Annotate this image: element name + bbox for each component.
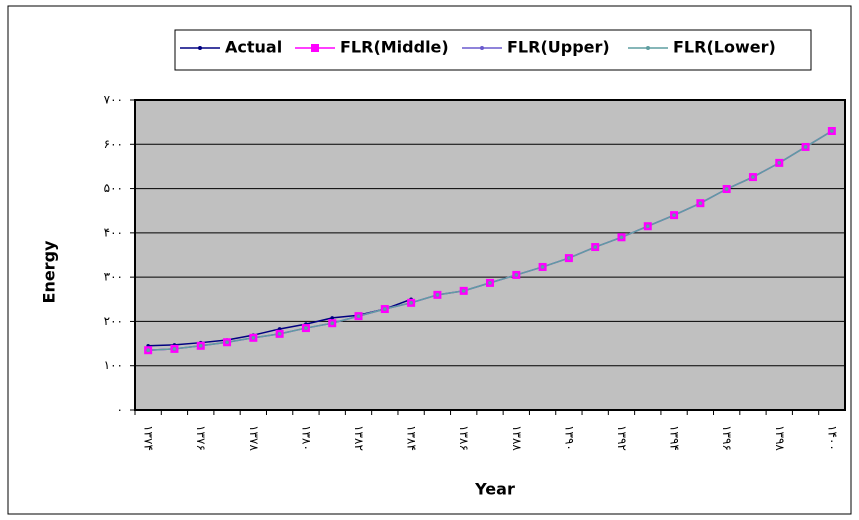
y-tick-label: ۷۰۰ <box>104 93 123 107</box>
marker <box>462 289 466 293</box>
marker <box>777 161 781 165</box>
chart: Energy Year ۰ ۱۰۰ ۲۰۰ ۳۰۰ ۴۰۰ ۵۰۰ ۶۰۰ ۷۰۰ ۱۳۷۴ ۱۳… <box>0 0 859 516</box>
x-tick-label: ۱۴۰۰ <box>825 425 839 451</box>
marker <box>541 265 545 269</box>
marker <box>330 321 334 325</box>
legend-label: FLR(Upper) <box>507 38 610 57</box>
page: {"chart_data": {"type": "line", "x_label… <box>0 0 859 520</box>
y-tick-label: ۳۰۰ <box>104 270 123 284</box>
marker <box>593 245 597 249</box>
marker <box>567 256 571 260</box>
marker <box>672 213 676 217</box>
marker <box>751 175 755 179</box>
y-tick-label: ۵۰۰ <box>104 181 123 195</box>
x-tick-label: ۱۳۸۶ <box>457 425 471 451</box>
marker <box>278 332 282 336</box>
marker <box>804 145 808 149</box>
x-tick-label: ۱۳۷۴ <box>142 425 156 451</box>
x-tick-label: ۱۳۸۰ <box>299 425 313 451</box>
marker <box>830 129 834 133</box>
x-tick-label: ۱۳۹۲ <box>615 425 629 451</box>
legend-marker <box>311 44 319 52</box>
legend-marker <box>198 46 202 50</box>
legend-marker <box>480 46 484 50</box>
x-tick-label: ۱۳۸۸ <box>510 425 524 451</box>
legend-label: Actual <box>225 38 282 57</box>
x-tick-label: ۱۳۹۸ <box>773 425 787 451</box>
marker <box>436 293 440 297</box>
legend-marker <box>646 46 650 50</box>
marker <box>383 307 387 311</box>
x-tick-label: ۱۳۹۴ <box>668 425 682 451</box>
marker <box>514 273 518 277</box>
marker <box>699 201 703 205</box>
x-tick-label: ۱۳۷۸ <box>247 425 261 451</box>
x-tick-label: ۱۳۸۲ <box>352 425 366 451</box>
x-tick-label: ۱۳۹۶ <box>720 425 734 451</box>
marker <box>620 235 624 239</box>
x-axis-title: Year <box>474 480 515 499</box>
marker <box>330 316 334 320</box>
marker <box>199 344 203 348</box>
y-tick-label: ۲۰۰ <box>104 314 123 328</box>
marker <box>357 314 361 318</box>
x-tick-label: ۱۳۷۶ <box>194 425 208 451</box>
marker <box>646 224 650 228</box>
y-axis-title: Energy <box>40 240 59 304</box>
y-tick-label: ۱۰۰ <box>104 358 123 372</box>
y-tick-label: ۴۰۰ <box>104 225 123 239</box>
marker <box>252 336 256 340</box>
legend-label: FLR(Lower) <box>673 38 776 57</box>
x-tick-label: ۱۳۸۴ <box>405 425 419 451</box>
x-tick-label: ۱۳۹۰ <box>562 425 576 451</box>
marker <box>409 301 413 305</box>
plot-area <box>135 100 845 410</box>
y-tick-label: ۶۰۰ <box>104 137 123 151</box>
marker <box>146 348 150 352</box>
marker <box>304 326 308 330</box>
marker <box>725 187 729 191</box>
legend-label: FLR(Middle) <box>340 38 449 57</box>
marker <box>225 340 229 344</box>
marker <box>173 347 177 351</box>
y-tick-label: ۰ <box>117 403 123 417</box>
marker <box>488 281 492 285</box>
